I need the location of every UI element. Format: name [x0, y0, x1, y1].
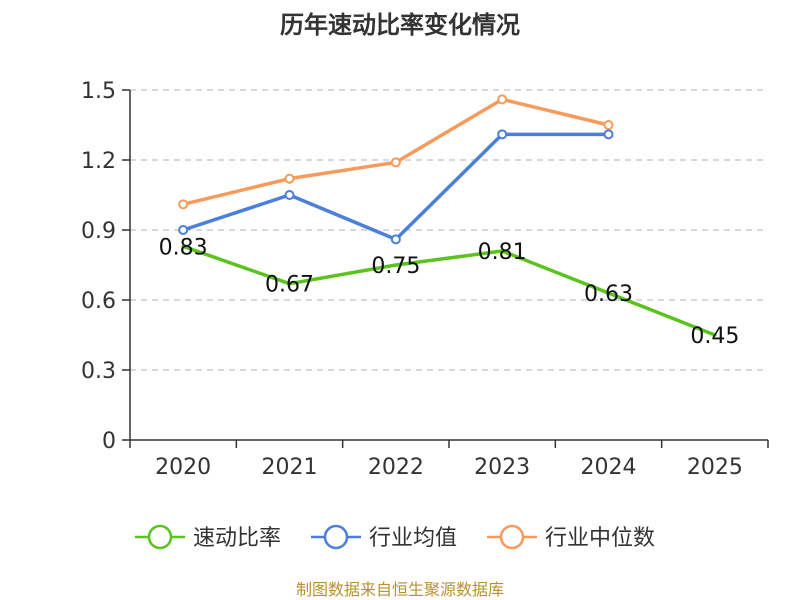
series-line-0	[181, 244, 717, 337]
legend-circle-icon	[323, 524, 349, 550]
y-tick-label: 0.6	[81, 289, 116, 314]
chart-title: 历年速动比率变化情况	[280, 11, 520, 39]
legend-item-0[interactable]: 速动比率	[135, 524, 281, 551]
data-label: 0.75	[371, 254, 420, 279]
legend-label: 速动比率	[193, 526, 281, 551]
legend: 速动比率 行业均值 行业中位数	[135, 524, 655, 551]
data-point	[178, 225, 189, 235]
data-point	[497, 129, 508, 140]
series-layer	[178, 94, 717, 337]
grid-lines	[130, 89, 768, 371]
data-label: 0.63	[584, 282, 633, 307]
x-tick-label: 2021	[262, 455, 318, 480]
data-point	[178, 199, 189, 210]
y-tick-label: 0	[102, 429, 116, 454]
x-tick-label: 2025	[687, 455, 743, 480]
legend-item-1[interactable]: 行业均值	[311, 524, 457, 551]
series-line-1	[181, 132, 611, 242]
series-line-2	[181, 97, 611, 207]
x-tick-label: 2020	[155, 455, 211, 480]
y-tick-label: 0.3	[81, 359, 116, 384]
legend-item-2[interactable]: 行业中位数	[487, 524, 655, 551]
data-label: 0.45	[690, 324, 739, 349]
legend-label: 行业中位数	[545, 526, 655, 551]
x-tick-label: 2024	[581, 455, 637, 480]
x-tick-label: 2023	[474, 455, 530, 480]
data-point	[284, 190, 295, 200]
legend-label: 行业均值	[369, 526, 457, 551]
source-note: 制图数据来自恒生聚源数据库	[296, 580, 504, 599]
data-point	[390, 234, 401, 245]
data-point	[497, 94, 508, 105]
data-label: 0.81	[478, 240, 527, 265]
x-tick-label: 2022	[368, 455, 424, 480]
y-tick-label: 1.5	[81, 79, 116, 104]
data-labels: 0.83 0.67 0.75 0.81 0.63 0.45	[159, 235, 740, 349]
legend-circle-icon	[499, 524, 525, 550]
y-axis-ticks: 0 0.3 0.6 0.9 1.2 1.5	[81, 79, 130, 454]
x-axis-ticks: 2020 2021 2022 2023 2024 2025	[129, 440, 769, 480]
data-label: 0.83	[159, 235, 208, 260]
data-point	[603, 120, 614, 130]
data-point	[603, 129, 614, 140]
axes	[129, 90, 768, 441]
data-point	[284, 173, 295, 184]
data-label: 0.67	[265, 273, 314, 298]
y-tick-label: 0.9	[81, 219, 116, 244]
y-tick-label: 1.2	[81, 149, 116, 174]
data-point	[390, 157, 401, 168]
legend-circle-icon	[147, 524, 173, 550]
